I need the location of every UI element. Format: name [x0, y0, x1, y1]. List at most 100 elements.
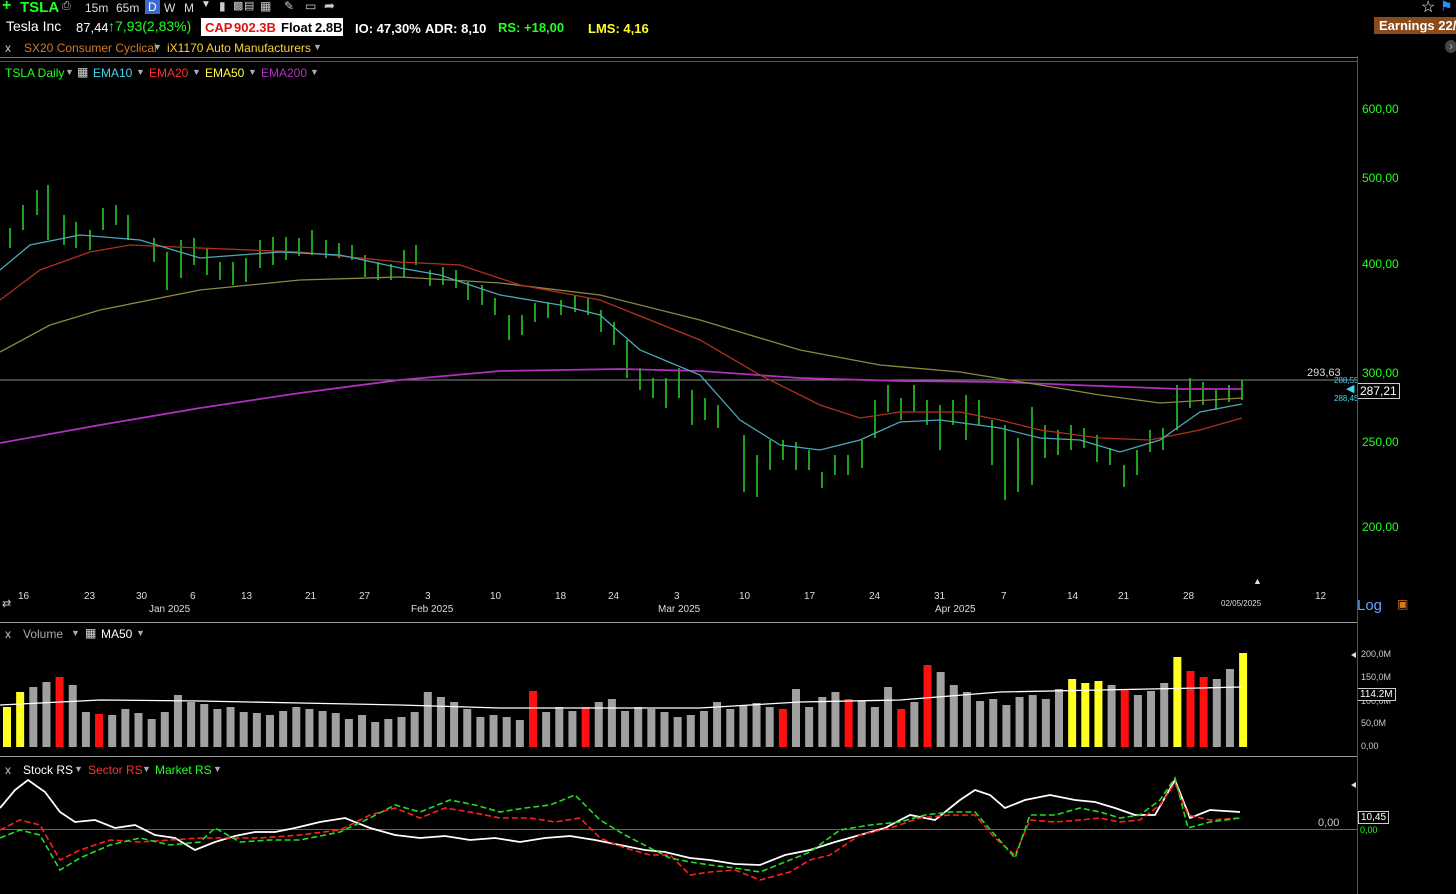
x-tick-day: 24 — [608, 591, 620, 602]
x-tick-day: 13 — [241, 591, 253, 602]
x-tick-day: 30 — [136, 591, 148, 602]
chevron-down-icon[interactable]: ▼ — [153, 42, 162, 52]
volume-bar — [686, 715, 695, 747]
calendar-icon[interactable]: ▦ — [85, 626, 97, 640]
ema20-label[interactable]: EMA20 — [149, 66, 189, 80]
earnings-badge[interactable]: Earnings 22/ — [1374, 17, 1456, 34]
print-icon[interactable]: ⎙ — [62, 0, 71, 12]
volume-bar — [489, 715, 498, 747]
volume-bar — [739, 705, 748, 747]
chevron-down-icon[interactable]: ▼ — [201, 0, 211, 10]
date-marker-arrow: ▲ — [1253, 576, 1262, 586]
x-tick-day: 24 — [869, 591, 881, 602]
ema10-label[interactable]: EMA10 — [93, 66, 133, 80]
volume-bar — [436, 697, 445, 747]
chevron-down-icon[interactable]: ▼ — [65, 67, 74, 77]
chevron-down-icon[interactable]: ▼ — [313, 42, 322, 52]
interval-m[interactable]: M — [184, 1, 194, 15]
calculator-icon[interactable]: ▦ — [260, 0, 272, 13]
scroll-button[interactable]: › — [1445, 40, 1456, 53]
volume-bar — [818, 697, 827, 747]
calendar-icon[interactable]: ▦ — [77, 65, 89, 79]
ticker-symbol[interactable]: TSLA — [20, 0, 60, 16]
sector-rs-label[interactable]: Sector RS — [88, 763, 143, 777]
volume-bar — [621, 711, 630, 747]
chevron-down-icon[interactable]: ▼ — [71, 628, 80, 638]
volume-bar — [450, 702, 459, 747]
star-icon[interactable]: ☆ — [1421, 0, 1436, 16]
market-rs-label[interactable]: Market RS — [155, 763, 212, 777]
ema200-label[interactable]: EMA200 — [261, 66, 308, 80]
interval-15m[interactable]: 15m — [85, 1, 109, 15]
volume-bar — [371, 722, 380, 747]
chevron-down-icon[interactable]: ▼ — [136, 67, 145, 77]
tv-icon[interactable]: ▩ — [233, 0, 244, 12]
volume-bar — [384, 719, 393, 747]
sector-label[interactable]: SX20 Consumer Cyclical — [24, 41, 157, 55]
volume-bar — [318, 711, 327, 747]
chevron-down-icon[interactable]: ▼ — [310, 67, 319, 77]
volume-bar — [805, 707, 814, 747]
price-tick: 500,00 — [1362, 171, 1399, 185]
industry-close-button[interactable]: x — [5, 41, 11, 55]
volume-bar — [857, 701, 866, 747]
last-price-marker: ◀ — [1346, 383, 1355, 395]
share-icon[interactable]: ➦ — [324, 0, 335, 13]
volume-bar — [1041, 699, 1050, 747]
volume-bar — [187, 702, 196, 747]
volume-bar — [831, 692, 840, 747]
chevron-down-icon[interactable]: ▼ — [213, 764, 222, 774]
volume-bar — [476, 717, 485, 747]
volume-bar — [726, 709, 735, 747]
pencil-icon[interactable]: ✎ — [284, 0, 295, 13]
x-tick-day: 23 — [84, 591, 96, 602]
volume-bar — [634, 707, 643, 747]
volume-bar — [200, 704, 209, 747]
stock-rs-label[interactable]: Stock RS — [23, 763, 74, 777]
main-series-label[interactable]: TSLA Daily — [5, 66, 65, 80]
interval-65m[interactable]: 65m — [116, 1, 140, 15]
chevron-down-icon[interactable]: ▼ — [192, 67, 201, 77]
volume-label[interactable]: Volume — [23, 627, 64, 641]
volume-tick: 150,0M — [1361, 672, 1392, 682]
volume-bar — [1199, 677, 1208, 747]
rs-value-label-market: 0,00 — [1360, 825, 1378, 835]
lock-icon[interactable]: ▣ — [1397, 597, 1409, 611]
price-tick: 300,00 — [1362, 366, 1399, 380]
volume-bar — [529, 691, 537, 747]
last-price: 87,44 — [76, 20, 109, 35]
industry-group-label[interactable]: iX1170 Auto Manufacturers — [167, 41, 311, 55]
chevron-down-icon[interactable]: ▼ — [248, 67, 257, 77]
volume-bar — [292, 707, 301, 747]
chevron-down-icon[interactable]: ▼ — [136, 628, 145, 638]
rs-close-button[interactable]: x — [5, 763, 11, 777]
volume-bar — [936, 672, 945, 747]
volume-bar — [976, 701, 985, 747]
flag-icon[interactable]: ⚑ — [1440, 0, 1453, 14]
volume-close-button[interactable]: x — [5, 627, 11, 641]
volume-bar — [358, 715, 367, 747]
interval-w[interactable]: W — [164, 1, 176, 15]
chevron-down-icon[interactable]: ▼ — [74, 764, 83, 774]
candle-type-icon[interactable]: ▮ — [219, 0, 226, 13]
volume-bar — [897, 709, 906, 747]
volume-bar — [331, 713, 340, 747]
clipboard-icon[interactable]: ▭ — [305, 0, 317, 13]
volume-bar — [765, 707, 774, 747]
interval-d[interactable]: D — [145, 0, 160, 14]
volume-bar — [1160, 683, 1169, 747]
plus-icon[interactable]: + — [2, 0, 12, 14]
volume-bar — [542, 712, 551, 747]
chevron-down-icon[interactable]: ▼ — [142, 764, 151, 774]
price-tick: 400,00 — [1362, 257, 1399, 271]
bar-chart-icon[interactable]: ▤ — [244, 0, 255, 12]
volume-bar — [870, 707, 879, 747]
volume-ma-label[interactable]: MA50 — [101, 627, 133, 641]
zoom-out-icon[interactable]: ⇄ — [2, 598, 12, 610]
volume-bar — [305, 709, 314, 747]
volume-bar — [962, 692, 971, 747]
volume-bar — [673, 717, 682, 747]
ema50-label[interactable]: EMA50 — [205, 66, 245, 80]
log-scale-toggle[interactable]: Log — [1357, 597, 1383, 614]
